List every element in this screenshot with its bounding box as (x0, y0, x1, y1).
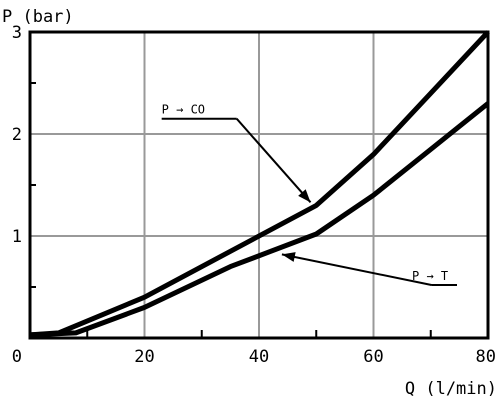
x-tick-label: 20 (134, 347, 154, 367)
y-tick-label: 2 (12, 125, 22, 145)
x-tick-label: 40 (249, 347, 269, 367)
annotation-arrow-line (235, 118, 312, 204)
annotations: P → CO P → T (161, 103, 457, 286)
arrowhead (298, 189, 311, 203)
x-tick-label: 80 (476, 347, 496, 367)
series-line-2 (29, 101, 490, 338)
x-minor-ticks (30, 82, 432, 338)
grid-lines (30, 32, 488, 338)
annotation-p-t: P → T (412, 269, 448, 283)
y-tick-label: 3 (12, 23, 22, 43)
y-tick-labels: 1 2 3 (12, 23, 22, 247)
x-tick-label: 60 (363, 347, 383, 367)
y-axis-title: P (bar) (2, 7, 74, 27)
x-axis-title: Q (l/min) (405, 379, 497, 399)
annotation-p-co: P → CO (162, 103, 205, 117)
x-tick-label: 0 (12, 347, 22, 367)
series-line-1 (29, 30, 490, 338)
x-tick-labels: 0 20 40 60 80 (12, 347, 496, 367)
annotation-arrow-line (281, 253, 432, 286)
arrowhead (281, 252, 296, 262)
series-lines (29, 30, 490, 338)
y-tick-label: 1 (12, 227, 22, 247)
